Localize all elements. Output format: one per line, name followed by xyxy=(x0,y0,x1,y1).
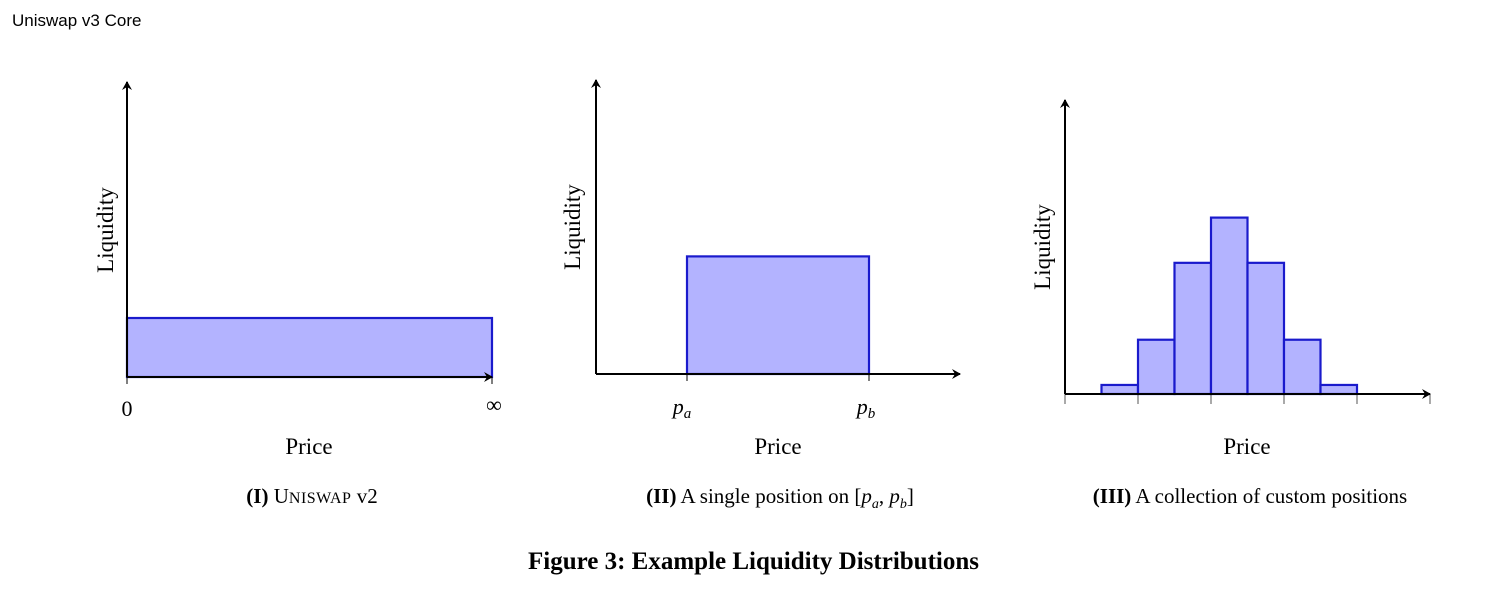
bar-1 xyxy=(1100,383,1140,396)
chart-uniswap-v2: 0 ∞ Liquidity Price xyxy=(93,81,502,459)
figure-caption: Figure 3: Example Liquidity Distribution… xyxy=(528,548,979,575)
bar-7 xyxy=(1319,383,1359,396)
x-axis-label: Price xyxy=(754,434,801,459)
y-axis-label: Liquidity xyxy=(1030,204,1055,290)
bar-1 xyxy=(685,255,871,376)
chart-single-position: pa pb Liquidity Price xyxy=(560,79,961,459)
subcaption-ii: (II) A single position on [pa, pb] xyxy=(646,484,914,513)
bar-3 xyxy=(1173,261,1213,396)
bar-2 xyxy=(1136,338,1176,396)
x-tick-label-pa: pa xyxy=(671,394,692,422)
panel-uniswap-v2: 0 ∞ Liquidity Price xyxy=(80,70,520,470)
x-axis-label: Price xyxy=(285,434,332,459)
y-axis-label: Liquidity xyxy=(560,184,585,270)
bar-4 xyxy=(1209,216,1249,396)
panel-custom-positions: Liquidity Price xyxy=(1020,70,1460,470)
bar-5 xyxy=(1246,261,1286,396)
chart-custom-positions: Liquidity Price xyxy=(1030,99,1431,459)
x-tick-label-pb: pb xyxy=(855,394,876,422)
y-axis-label: Liquidity xyxy=(93,187,118,273)
bar-1 xyxy=(125,316,494,379)
x-tick-label-infinity: ∞ xyxy=(486,392,502,417)
running-header: Uniswap v3 Core xyxy=(12,11,142,30)
bar-6 xyxy=(1282,338,1322,396)
panel-single-position: pa pb Liquidity Price xyxy=(550,70,990,470)
subcaption-iii: (III) A collection of custom positions xyxy=(1092,484,1408,508)
x-axis-label: Price xyxy=(1223,434,1270,459)
subcaption-i: (I) UNISWAP v2 xyxy=(246,484,378,508)
x-tick-label-zero: 0 xyxy=(122,396,133,421)
